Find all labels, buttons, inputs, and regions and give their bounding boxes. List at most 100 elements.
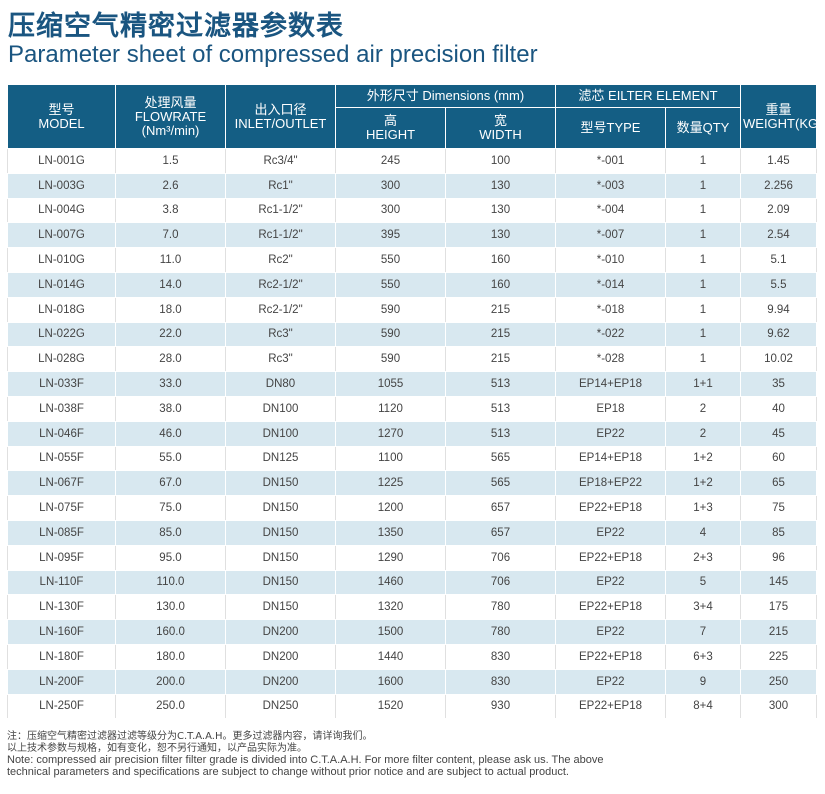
cell-model: LN-007G [7,222,116,249]
cell-width: 160 [445,272,556,298]
cell-height: 1520 [335,694,446,720]
cell-height: 590 [335,322,446,348]
cell-width: 657 [445,520,556,546]
cell-element-qty: 1+1 [665,371,741,397]
cell-inlet-outlet: Rc1" [225,173,336,199]
cell-element-qty: 2+3 [665,545,741,571]
cell-element-qty: 6+3 [665,644,741,670]
cell-height: 1055 [335,371,446,397]
cell-width: 215 [445,346,556,373]
table-body: LN-001G 1.5 Rc3/4" 245 100 *-001 1 1.45 LN-003G 2… [7,148,817,720]
cell-element-type: *-007 [555,222,666,249]
table-row: LN-095F 95.0 DN150 1290 706 EP22+EP18 2+3 96 [7,545,817,571]
cell-model: LN-085F [7,520,116,546]
cell-element-type: EP22 [555,669,666,695]
table-row: LN-130F 130.0 DN150 1320 780 EP22+EP18 3+4 175 [7,594,817,621]
table-row: LN-028G 28.0 Rc3" 590 215 *-028 1 10.02 [7,346,817,373]
cell-model: LN-055F [7,446,116,472]
cell-width: 513 [445,371,556,397]
cell-element-qty: 1+2 [665,470,741,497]
cell-height: 1225 [335,470,446,497]
cell-element-qty: 1 [665,198,741,224]
page-title-chinese: 压缩空气精密过滤器参数表 [8,11,344,42]
cell-model: LN-095F [7,545,116,571]
cell-flowrate: 28.0 [115,346,226,373]
cell-weight: 45 [740,421,817,447]
cell-model: LN-018G [7,297,116,323]
cell-width: 215 [445,322,556,348]
cell-weight: 35 [740,371,817,397]
cell-height: 1500 [335,619,446,645]
cell-model: LN-014G [7,272,116,298]
cell-weight: 96 [740,545,817,571]
cell-model: LN-028G [7,346,116,373]
cell-width: 160 [445,247,556,273]
table-row: LN-085F 85.0 DN150 1350 657 EP22 4 85 [7,520,817,546]
cell-inlet-outlet: DN150 [225,570,336,596]
cell-height: 1270 [335,421,446,447]
cell-inlet-outlet: Rc2-1/2" [225,297,336,323]
cell-model: LN-130F [7,594,116,621]
cell-weight: 250 [740,669,817,695]
header-dimensions: 外形尺寸 Dimensions (mm) [335,83,556,109]
table-row: LN-110F 110.0 DN150 1460 706 EP22 5 145 [7,570,817,596]
cell-element-qty: 5 [665,570,741,596]
cell-width: 930 [445,694,556,720]
cell-weight: 75 [740,495,817,521]
cell-flowrate: 180.0 [115,644,226,670]
note-en-line-2: technical parameters and specifications … [7,765,569,778]
header-element-type: 型号TYPE [555,107,666,149]
cell-element-type: EP22 [555,520,666,546]
table-row: LN-010G 11.0 Rc2" 550 160 *-010 1 5.1 [7,247,817,273]
cell-model: LN-075F [7,495,116,521]
cell-element-type: EP22+EP18 [555,545,666,571]
cell-model: LN-038F [7,396,116,422]
cell-model: LN-010G [7,247,116,273]
cell-height: 550 [335,247,446,273]
cell-height: 1200 [335,495,446,521]
parameter-table: 型号 MODEL 处理风量 FLOWRATE (Nm³/min) 出入口径 IN… [7,83,822,720]
table-row: LN-055F 55.0 DN125 1100 565 EP14+EP18 1+2 60 [7,446,817,472]
cell-weight: 5.1 [740,247,817,273]
cell-flowrate: 22.0 [115,322,226,348]
cell-model: LN-160F [7,619,116,645]
cell-flowrate: 95.0 [115,545,226,571]
cell-element-type: *-010 [555,247,666,273]
cell-weight: 225 [740,644,817,670]
cell-inlet-outlet: Rc1-1/2" [225,198,336,224]
cell-weight: 2.54 [740,222,817,249]
table-row: LN-033F 33.0 DN80 1055 513 EP14+EP18 1+1 35 [7,371,817,397]
cell-height: 1320 [335,594,446,621]
cell-inlet-outlet: Rc3/4" [225,148,336,174]
cell-height: 300 [335,198,446,224]
cell-flowrate: 38.0 [115,396,226,422]
cell-element-type: EP22+EP18 [555,644,666,670]
cell-width: 215 [445,297,556,323]
cell-element-type: EP14+EP18 [555,371,666,397]
cell-flowrate: 130.0 [115,594,226,621]
table-row: LN-067F 67.0 DN150 1225 565 EP18+EP22 1+2 65 [7,470,817,497]
cell-flowrate: 55.0 [115,446,226,472]
table-row: LN-014G 14.0 Rc2-1/2" 550 160 *-014 1 5.5 [7,272,817,298]
cell-element-type: EP18 [555,396,666,422]
cell-height: 550 [335,272,446,298]
cell-element-type: EP22+EP18 [555,594,666,621]
cell-flowrate: 7.0 [115,222,226,249]
cell-height: 1120 [335,396,446,422]
cell-height: 395 [335,222,446,249]
cell-weight: 5.5 [740,272,817,298]
cell-inlet-outlet: DN100 [225,396,336,422]
cell-element-type: *-004 [555,198,666,224]
footnotes: 注：压缩空气精密过滤器过滤等级分为C.T.A.A.H。更多过滤器内容，请详询我们… [7,731,819,778]
cell-weight: 145 [740,570,817,596]
table-row: LN-046F 46.0 DN100 1270 513 EP22 2 45 [7,421,817,447]
cell-height: 1100 [335,446,446,472]
cell-inlet-outlet: DN150 [225,594,336,621]
cell-weight: 60 [740,446,817,472]
table-row: LN-018G 18.0 Rc2-1/2" 590 215 *-018 1 9.94 [7,297,817,323]
cell-weight: 215 [740,619,817,645]
cell-flowrate: 14.0 [115,272,226,298]
cell-inlet-outlet: DN200 [225,644,336,670]
cell-height: 1440 [335,644,446,670]
